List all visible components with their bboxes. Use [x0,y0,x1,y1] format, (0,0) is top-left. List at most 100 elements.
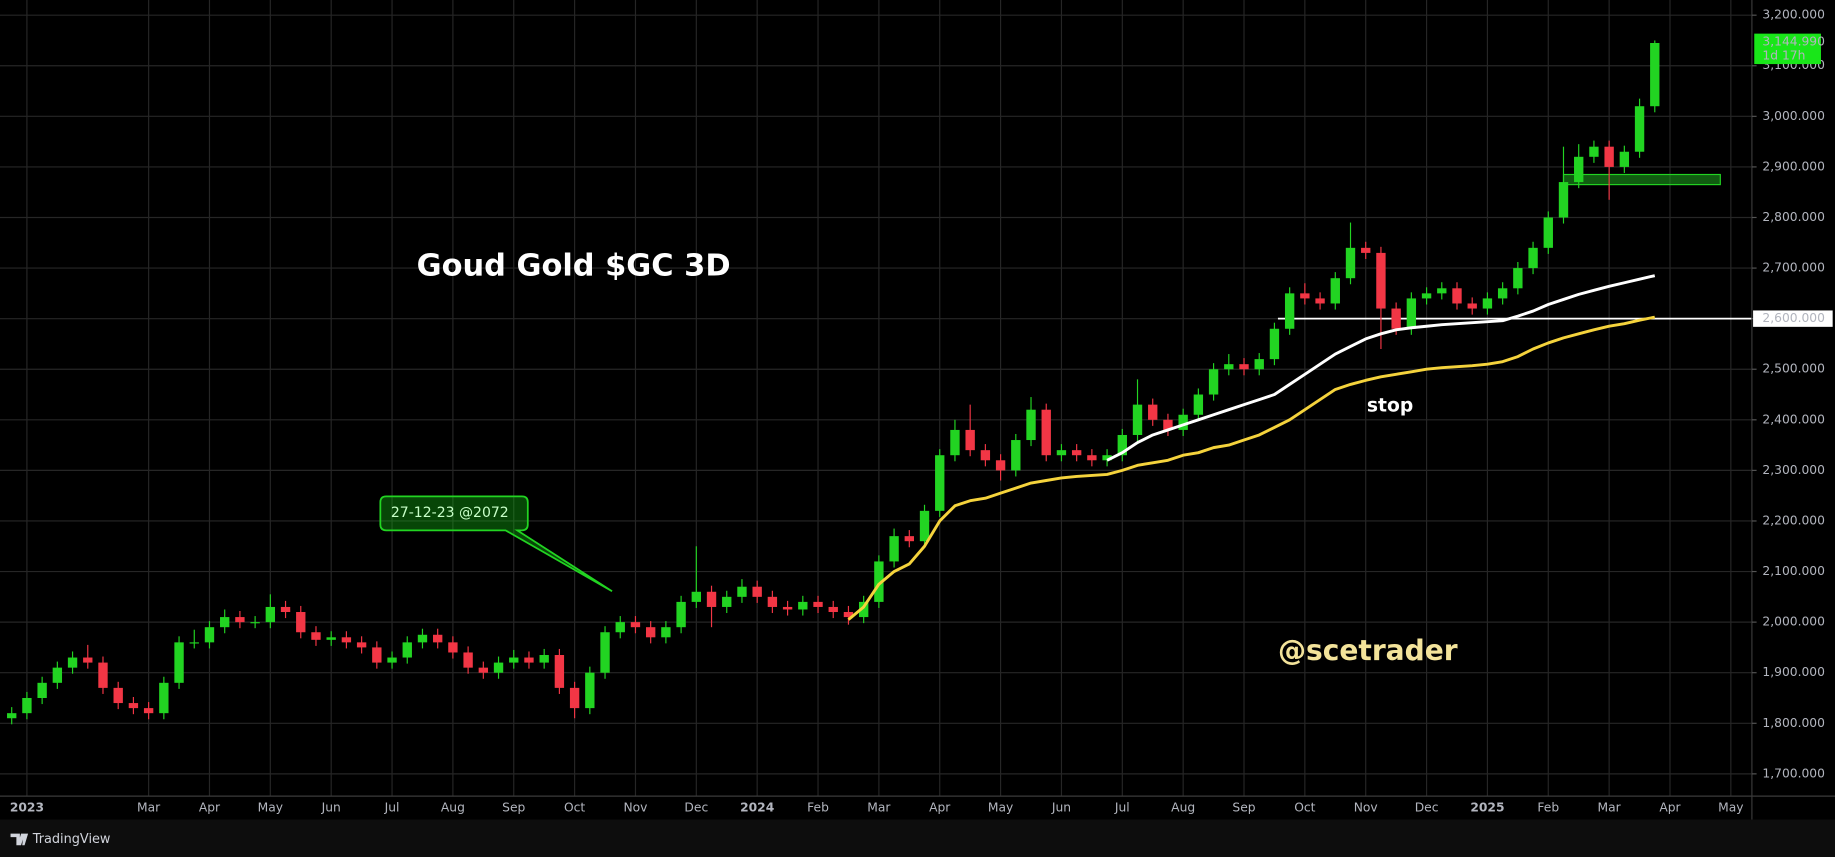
x-tick-label: Nov [1354,800,1378,814]
candle-body [1239,364,1249,370]
moving-average [1106,274,1656,462]
candle-body [782,606,793,610]
candle-body [1467,303,1477,309]
candle-body [1589,146,1599,157]
y-tick-label: 2,300.000 [1762,463,1825,477]
candle-body [98,662,108,688]
candle-body [1497,288,1508,299]
candle-body [1056,450,1067,456]
x-tick-label: Feb [807,800,829,814]
candle-body [265,606,276,623]
x-tick-label: 2024 [740,800,774,814]
candle-body [67,657,78,668]
candle-body [524,657,534,663]
candle-body [1102,455,1112,461]
candle-body [615,622,625,633]
candle-body [1604,146,1614,167]
candle-body [128,703,139,709]
callout-box [379,495,613,592]
price-label-box [1753,310,1833,327]
candle-body [1087,455,1097,461]
x-tick-label: Apr [1659,800,1681,814]
candle-body [159,682,169,714]
candle-body [83,657,93,663]
x-tick-label: Apr [199,800,221,814]
candle-body [1634,106,1645,152]
y-tick-label: 2,000.000 [1762,615,1825,629]
candle-body [722,596,732,607]
candle-body [296,612,306,633]
y-tick-label: 2,500.000 [1762,362,1825,376]
x-tick-label: Dec [684,800,708,814]
logo-icon [10,833,29,846]
candle-body [448,642,458,653]
candle-body [813,601,823,607]
candle-body [1528,247,1538,269]
x-tick-label: May [988,800,1013,814]
footer-bar [0,819,1835,857]
x-tick-label: Feb [1537,800,1559,814]
candle-body [143,708,154,714]
price-label: 2,600.000 [1762,311,1825,325]
candle-body [280,606,291,613]
x-tick-label: Nov [623,800,647,814]
candle-body [676,601,686,628]
x-tick-label: Jun [321,800,341,814]
candle-body [1026,409,1036,441]
candle-body [1132,404,1143,435]
grid [0,0,1752,797]
candle-body [433,634,443,643]
x-tick-label: Aug [1171,800,1195,814]
candle-body [706,591,717,607]
candle-body [630,622,641,628]
y-tick-label: 2,400.000 [1762,412,1825,426]
candle-body [1254,359,1264,370]
candle-body [737,586,747,597]
candle-body [1208,369,1219,395]
candle-body [311,632,321,640]
y-tick-label: 2,200.000 [1762,513,1825,527]
candle-body [326,637,336,640]
candle-body [463,652,473,668]
x-tick-label: 2025 [1470,800,1504,814]
candle-body [645,627,656,638]
candle-body [661,627,671,638]
candle-body [417,634,428,643]
candle-body [1558,182,1569,218]
candle-body [1391,308,1401,329]
candle-body [402,642,412,658]
candle-body [1482,298,1493,309]
candle-body [250,622,260,624]
candle-body [1345,247,1356,279]
candle-body [691,591,701,602]
candle-body [1543,217,1553,248]
candle-body [235,617,245,623]
x-tick-label: Jul [1114,800,1130,814]
countdown: 1d 17h [1762,48,1805,62]
candle-body [919,510,930,542]
candle-body [585,672,595,709]
x-tick-label: Sep [502,800,525,814]
watermark: @scetrader [1278,634,1458,667]
candle-body [356,642,367,648]
candle-body [220,617,230,628]
candle-body [980,450,991,461]
candle-body [569,687,580,709]
candle-body [904,536,914,542]
candle-body [113,687,123,704]
candle-body [1269,328,1280,360]
x-tick-label: May [1718,800,1743,814]
candle-body [1071,450,1082,456]
x-tick-label: Mar [1598,800,1622,814]
y-tick-label: 2,100.000 [1762,564,1825,578]
last-price-box [1754,33,1821,65]
candle-body [509,657,519,663]
candle-body [1619,151,1630,167]
last-price-label: 3,144.990 [1762,34,1825,48]
candle-body [1041,409,1051,456]
candle-body [1650,42,1660,107]
candle-body [387,657,397,663]
candle-body [478,667,489,673]
